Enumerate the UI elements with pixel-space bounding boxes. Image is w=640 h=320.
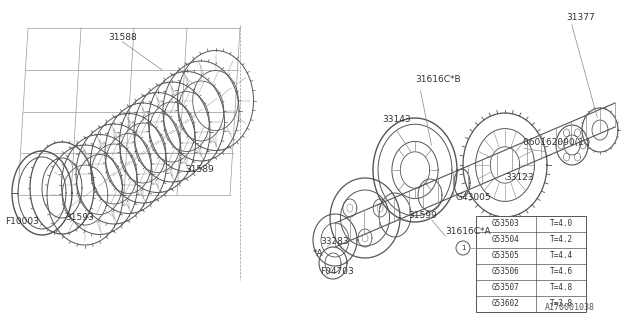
Text: G53507: G53507 — [492, 284, 520, 292]
Text: F10003: F10003 — [5, 218, 39, 227]
Text: 33143: 33143 — [382, 116, 411, 124]
Text: 060162090(1 ): 060162090(1 ) — [523, 138, 590, 147]
Text: 31377: 31377 — [566, 13, 595, 22]
Text: 33283: 33283 — [320, 237, 349, 246]
Text: G43005: G43005 — [455, 193, 491, 202]
Text: T=3.8: T=3.8 — [549, 300, 573, 308]
Text: F04703: F04703 — [320, 268, 354, 276]
Text: 31593: 31593 — [65, 213, 93, 222]
Text: 31616C*B: 31616C*B — [415, 76, 461, 84]
Text: T=4.6: T=4.6 — [549, 268, 573, 276]
Text: 31616C*A: 31616C*A — [445, 228, 491, 236]
Text: T=4.0: T=4.0 — [549, 220, 573, 228]
Text: T=4.4: T=4.4 — [549, 252, 573, 260]
Text: A170001038: A170001038 — [545, 303, 595, 312]
Text: 33123: 33123 — [505, 173, 534, 182]
Text: G53503: G53503 — [492, 220, 520, 228]
Text: G53505: G53505 — [492, 252, 520, 260]
Text: 1: 1 — [461, 245, 465, 251]
Text: G53504: G53504 — [492, 236, 520, 244]
Text: *A: *A — [313, 249, 324, 258]
Text: T=4.2: T=4.2 — [549, 236, 573, 244]
Text: 31589: 31589 — [185, 165, 214, 174]
Text: T=4.8: T=4.8 — [549, 284, 573, 292]
Text: 31599: 31599 — [408, 211, 436, 220]
Text: G53506: G53506 — [492, 268, 520, 276]
Bar — [476, 216, 586, 312]
Text: 31588: 31588 — [108, 34, 137, 43]
Text: G53602: G53602 — [492, 300, 520, 308]
